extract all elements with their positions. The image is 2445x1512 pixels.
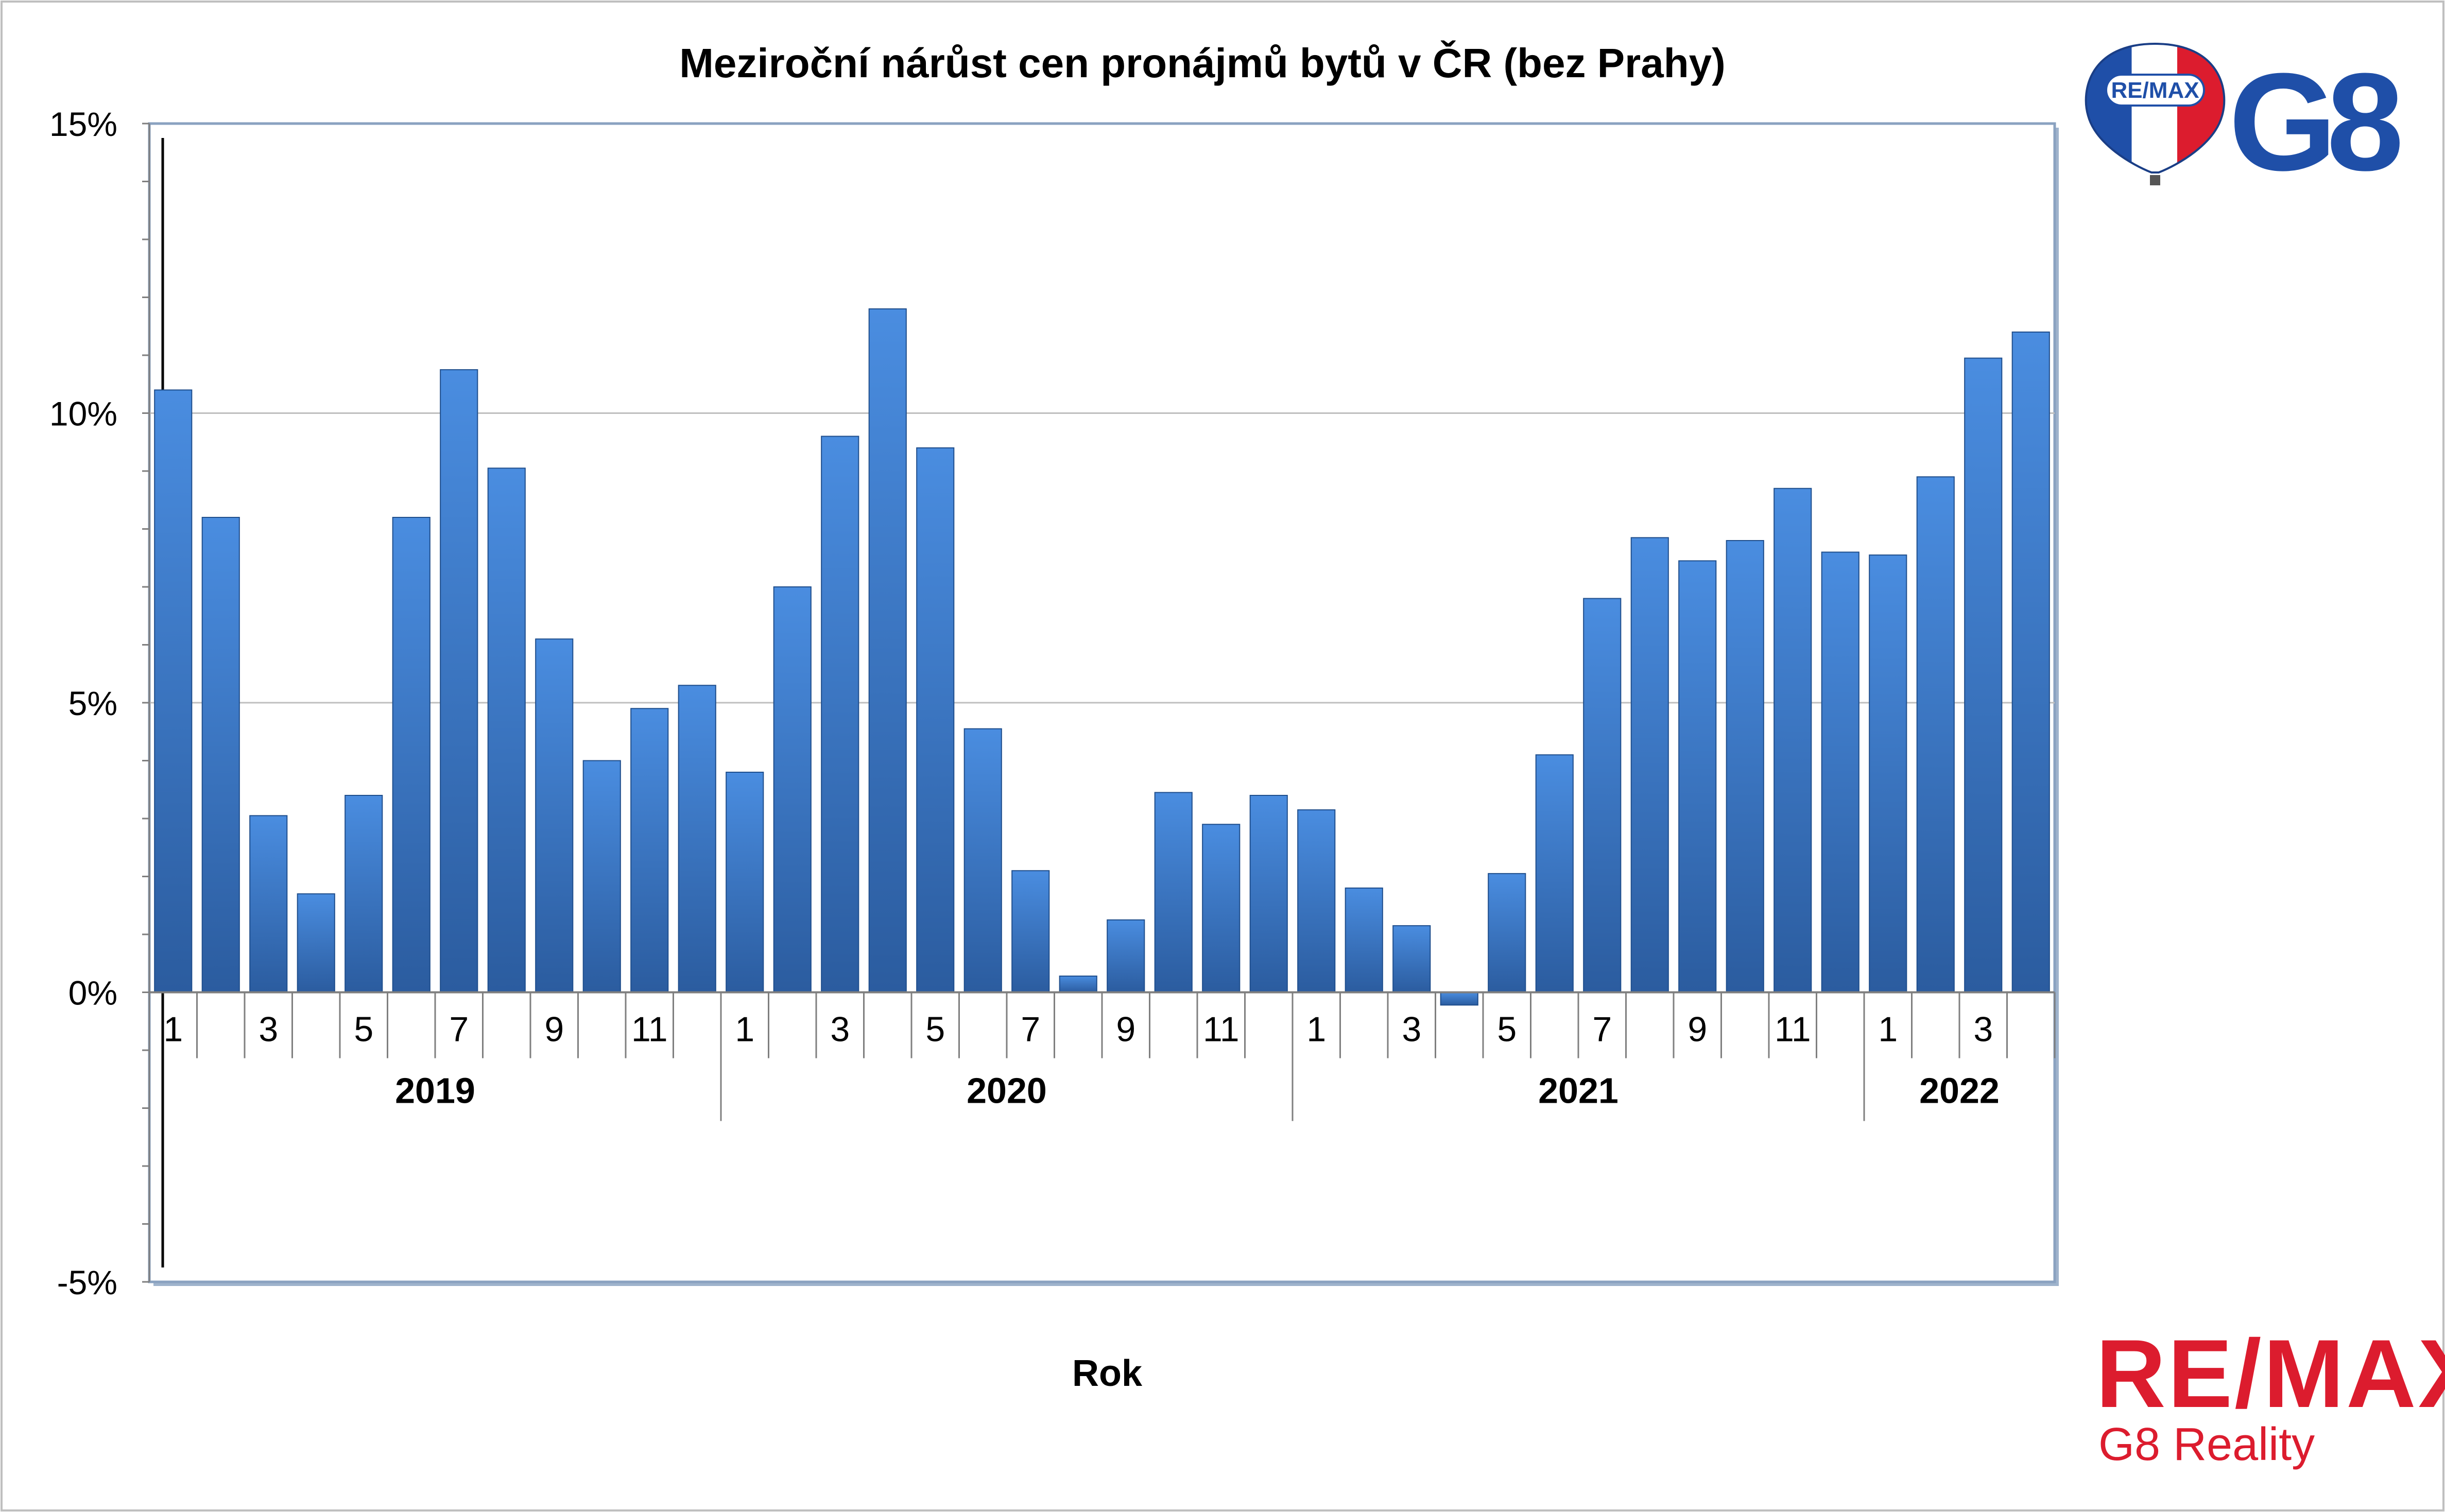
x-month-label: 3 <box>830 1010 850 1049</box>
x-month-label: 9 <box>544 1010 564 1049</box>
bar <box>345 795 383 993</box>
bar <box>726 772 764 993</box>
y-tick-label: 0% <box>68 974 117 1012</box>
x-month-label: 5 <box>354 1010 373 1049</box>
bar <box>582 760 621 993</box>
bar <box>821 436 859 993</box>
bar <box>249 815 288 993</box>
bar <box>1249 795 1288 993</box>
bar <box>1488 873 1526 993</box>
x-month-label: 9 <box>1116 1010 1135 1049</box>
bar <box>1011 870 1050 993</box>
x-month-label: 11 <box>1775 1010 1811 1049</box>
bar <box>1202 824 1241 993</box>
bar <box>1774 488 1812 993</box>
bar <box>1916 476 1955 993</box>
x-year-label: 2019 <box>395 1071 475 1111</box>
bar <box>487 467 526 993</box>
bar <box>1821 551 1859 993</box>
bar <box>678 685 716 993</box>
bar <box>630 708 669 993</box>
x-month-label: 3 <box>259 1010 278 1049</box>
bar <box>1107 919 1145 993</box>
bar <box>1678 560 1717 993</box>
x-year-label: 2021 <box>1538 1071 1618 1111</box>
bar <box>916 447 955 993</box>
plot-area: -5%0%5%10%15%1 3 5 7 9 11 1 3 5 7 9 11 1 3 5 7 9 11 1 32019… <box>49 105 2059 1301</box>
y-tick-label: 10% <box>49 395 117 433</box>
x-month-label: 7 <box>1021 1010 1040 1049</box>
bar <box>535 638 574 993</box>
bar <box>201 517 240 993</box>
x-month-label: 11 <box>631 1010 668 1049</box>
bar <box>1726 540 1764 993</box>
x-month-label: 1 <box>735 1010 754 1049</box>
bar <box>1392 925 1431 993</box>
remax-g8-reality: G8 Reality <box>2098 1419 2315 1470</box>
y-tick-label: -5% <box>57 1263 117 1301</box>
y-tick-label: 5% <box>68 684 117 722</box>
x-month-label: 5 <box>1497 1010 1517 1049</box>
bar <box>963 728 1002 993</box>
bar <box>1059 976 1097 993</box>
remax-balloon-logo: RE/MAX <box>2085 42 2226 185</box>
x-month-label: 7 <box>1592 1010 1612 1049</box>
x-month-label: 1 <box>1878 1010 1898 1049</box>
bar <box>297 893 335 993</box>
x-month-label: 3 <box>1402 1010 1421 1049</box>
x-month-label: 1 <box>163 1010 183 1049</box>
bar <box>154 389 193 993</box>
bar <box>1154 792 1193 993</box>
remax-wordmark: RE/MAX <box>2096 1319 2445 1428</box>
g8-logo: G8 <box>2229 45 2400 200</box>
bar <box>392 517 431 993</box>
y-tick-label: 15% <box>49 105 117 143</box>
bar <box>868 308 907 993</box>
bar <box>440 369 478 993</box>
bar <box>1440 992 1478 1006</box>
x-month-label: 3 <box>1973 1010 1993 1049</box>
bar <box>1535 754 1574 993</box>
bar <box>1345 888 1383 993</box>
bar <box>1630 537 1669 993</box>
x-axis-title: Rok <box>1072 1353 1143 1394</box>
x-month-label: 1 <box>1306 1010 1326 1049</box>
bar <box>1297 809 1336 993</box>
balloon-text: RE/MAX <box>2111 78 2199 103</box>
x-month-label: 5 <box>925 1010 945 1049</box>
bar <box>773 586 812 993</box>
x-year-label: 2020 <box>967 1071 1047 1111</box>
x-month-label: 7 <box>449 1010 469 1049</box>
x-year-label: 2022 <box>1919 1071 2000 1111</box>
bar <box>1583 598 1622 993</box>
bar <box>2011 332 2050 993</box>
x-month-label: 11 <box>1203 1010 1239 1049</box>
x-month-label: 9 <box>1688 1010 1707 1049</box>
bar <box>1869 554 1907 993</box>
chart-title: Meziroční nárůst cen pronájmů bytů v ČR … <box>679 40 1725 86</box>
bar <box>1964 357 2003 993</box>
